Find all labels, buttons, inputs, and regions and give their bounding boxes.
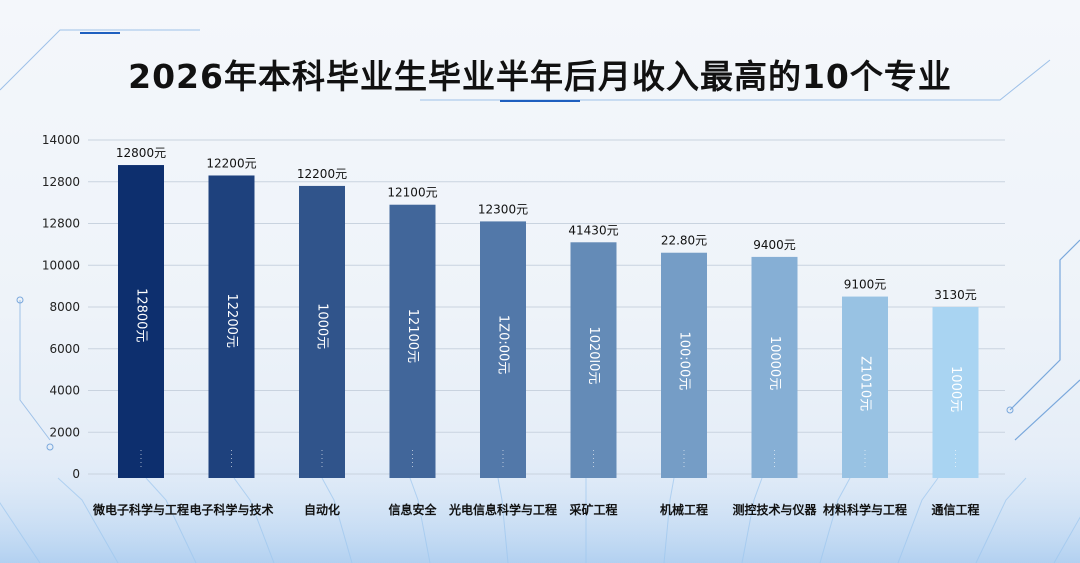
data-label: 9400元 bbox=[753, 238, 796, 252]
circuit-node bbox=[1006, 406, 1014, 414]
y-tick-label: 4000 bbox=[49, 384, 80, 398]
circuit-line bbox=[497, 477, 509, 563]
y-tick-label: 14000 bbox=[42, 133, 80, 147]
bar-inner-label: 1Z0:00元 bbox=[496, 315, 511, 374]
data-label: 3130元 bbox=[934, 288, 977, 302]
circuit-line bbox=[409, 477, 431, 563]
x-tick-label: 自动化 bbox=[304, 502, 340, 517]
data-label: 12200元 bbox=[297, 167, 347, 181]
x-tick-label: 电子科学与技术 bbox=[189, 502, 273, 517]
x-tick-label: 通信工程 bbox=[931, 502, 979, 517]
bar-inner-label: 12800元 bbox=[134, 288, 149, 342]
bar-inner-label: 1000元 bbox=[315, 303, 330, 349]
data-label: 12100元 bbox=[387, 186, 437, 200]
data-label: 9100元 bbox=[844, 278, 887, 292]
bar bbox=[932, 307, 979, 478]
bar bbox=[208, 175, 255, 479]
x-tick-label: 测控技术与仪器 bbox=[732, 502, 817, 517]
circuit-line bbox=[57, 477, 119, 563]
data-label: 41430元 bbox=[568, 223, 618, 237]
x-tick-label: 光电信息科学与工程 bbox=[448, 502, 557, 517]
x-tick-label: 微电子科学与工程 bbox=[92, 502, 189, 517]
bar bbox=[480, 221, 526, 478]
circuit-node bbox=[16, 296, 24, 304]
data-label: 12800元 bbox=[116, 146, 166, 160]
data-label: 22.80元 bbox=[661, 234, 707, 248]
data-label: 12300元 bbox=[478, 202, 528, 216]
bar bbox=[661, 252, 707, 478]
bar-inner-label: 12100元 bbox=[405, 309, 420, 363]
circuit-line bbox=[741, 477, 763, 563]
circuit-line bbox=[321, 477, 353, 563]
x-tick-label: 采矿工程 bbox=[568, 502, 617, 517]
data-label: 12200元 bbox=[206, 156, 256, 170]
floor-glow bbox=[0, 420, 1080, 563]
bar bbox=[751, 256, 798, 478]
circuit-line bbox=[0, 502, 41, 563]
circuit-line bbox=[1053, 516, 1080, 563]
bar-inner-label: 12200元 bbox=[224, 294, 239, 348]
circuit-node bbox=[46, 443, 54, 451]
bar-inner-label: Z1010元 bbox=[858, 356, 873, 411]
circuit-line bbox=[233, 477, 275, 563]
bar bbox=[118, 165, 164, 479]
circuit-line bbox=[0, 29, 200, 91]
x-tick-label: 机械工程 bbox=[660, 502, 708, 517]
circuit-line bbox=[975, 477, 1027, 563]
circuit-line bbox=[819, 477, 851, 563]
circuit-line bbox=[145, 477, 197, 563]
y-tick-label: 2000 bbox=[49, 425, 80, 439]
bar-inner-label: 1000元 bbox=[948, 366, 963, 412]
circuit-line bbox=[1009, 239, 1080, 411]
circuit-line bbox=[19, 300, 51, 441]
circuit-line bbox=[420, 59, 1051, 101]
bar bbox=[842, 296, 888, 478]
y-tick-label: 8000 bbox=[49, 300, 80, 314]
x-tick-label: 材料科学与工程 bbox=[822, 502, 907, 517]
title-accent-line-left bbox=[80, 32, 120, 34]
y-tick-label: 12800 bbox=[42, 217, 80, 231]
x-tick-label: 信息安全 bbox=[388, 502, 437, 517]
bar-inner-label: 1020l0元 bbox=[586, 326, 601, 384]
y-tick-label: 0 bbox=[72, 467, 80, 481]
bar bbox=[389, 204, 436, 478]
bar bbox=[299, 185, 345, 479]
bar-inner-label: 10000元 bbox=[767, 336, 782, 390]
y-tick-label: 6000 bbox=[49, 342, 80, 356]
title-accent-line-right bbox=[500, 100, 580, 102]
y-tick-label: 10000 bbox=[42, 258, 80, 272]
circuit-line bbox=[1014, 379, 1080, 441]
circuit-line bbox=[897, 477, 939, 563]
bar bbox=[570, 242, 617, 478]
bar-inner-label: 100:00元 bbox=[677, 331, 692, 390]
chart-title: 2026年本科毕业生毕业半年后月收入最高的10个专业 bbox=[128, 57, 952, 96]
circuit-line bbox=[663, 477, 675, 563]
y-tick-label: 12800 bbox=[42, 175, 80, 189]
